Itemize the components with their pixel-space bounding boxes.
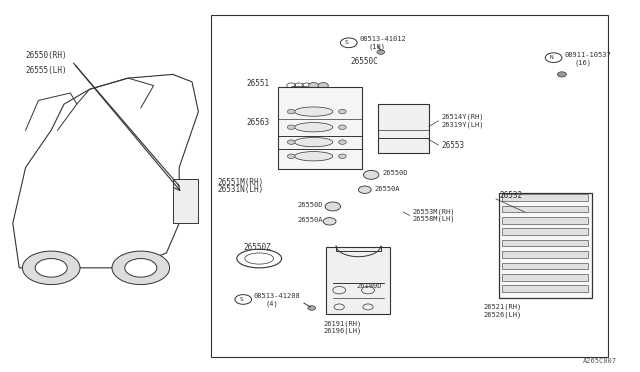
Circle shape: [318, 83, 328, 89]
Text: (10): (10): [368, 43, 385, 50]
Circle shape: [339, 140, 346, 144]
Text: 26550D: 26550D: [382, 170, 408, 176]
Bar: [502, 228, 588, 235]
Circle shape: [557, 72, 566, 77]
Text: S: S: [239, 297, 243, 302]
Bar: [502, 194, 588, 201]
Circle shape: [308, 83, 319, 89]
Text: 26532: 26532: [499, 191, 522, 200]
Bar: [278, 87, 362, 169]
Bar: [499, 193, 592, 298]
Text: 26190D: 26190D: [356, 283, 382, 289]
Text: 08911-10537: 08911-10537: [564, 52, 611, 58]
Circle shape: [125, 259, 157, 277]
Bar: [502, 251, 588, 258]
Circle shape: [35, 259, 67, 277]
Bar: [502, 206, 588, 212]
Text: 26526(LH): 26526(LH): [483, 311, 522, 318]
Ellipse shape: [294, 152, 333, 161]
Circle shape: [339, 125, 346, 129]
Bar: [502, 274, 588, 280]
Text: 26558M(LH): 26558M(LH): [413, 215, 455, 222]
Circle shape: [358, 186, 371, 193]
Circle shape: [287, 140, 295, 144]
Circle shape: [287, 109, 295, 114]
Circle shape: [287, 154, 295, 158]
Text: 08513-41208: 08513-41208: [253, 294, 300, 299]
Ellipse shape: [294, 123, 333, 132]
Text: 26550(RH): 26550(RH): [26, 51, 67, 60]
Circle shape: [325, 202, 340, 211]
Ellipse shape: [294, 107, 333, 116]
Text: 26319Y(LH): 26319Y(LH): [442, 121, 484, 128]
Circle shape: [339, 154, 346, 158]
Text: (16): (16): [575, 59, 592, 66]
Text: 26550C: 26550C: [351, 57, 378, 66]
Circle shape: [308, 306, 316, 310]
Text: 26550A: 26550A: [298, 217, 323, 223]
Text: 26551: 26551: [246, 79, 269, 88]
Circle shape: [364, 170, 379, 179]
Circle shape: [339, 109, 346, 114]
Text: 26196(LH): 26196(LH): [323, 327, 362, 334]
Circle shape: [323, 218, 336, 225]
Text: 26551M(RH): 26551M(RH): [218, 178, 264, 187]
Text: A265C007: A265C007: [582, 358, 616, 364]
Text: 26550A: 26550A: [374, 186, 400, 192]
Bar: [326, 247, 390, 314]
Text: 26553: 26553: [442, 141, 465, 150]
Text: 08513-41012: 08513-41012: [360, 36, 406, 42]
Text: S: S: [345, 40, 349, 45]
Text: 26514Y(RH): 26514Y(RH): [442, 114, 484, 121]
Text: N: N: [550, 55, 554, 60]
Text: (4): (4): [266, 301, 278, 307]
Text: 26553M(RH): 26553M(RH): [413, 209, 455, 215]
Text: 26550Z: 26550Z: [243, 243, 271, 252]
Text: 26521(RH): 26521(RH): [483, 304, 522, 310]
Bar: [378, 104, 429, 153]
Circle shape: [377, 50, 385, 54]
Text: 26555(LH): 26555(LH): [26, 66, 67, 75]
Text: 26550D: 26550D: [298, 202, 323, 208]
Bar: [173, 179, 198, 223]
Ellipse shape: [294, 138, 333, 147]
Bar: [502, 285, 588, 292]
Text: 26191(RH): 26191(RH): [323, 320, 362, 327]
Circle shape: [112, 251, 170, 285]
Bar: [502, 263, 588, 269]
Bar: [502, 217, 588, 224]
Circle shape: [287, 125, 295, 129]
Text: 26563: 26563: [246, 118, 269, 127]
Bar: [502, 240, 588, 247]
Circle shape: [22, 251, 80, 285]
Text: 26531N(LH): 26531N(LH): [218, 185, 264, 194]
